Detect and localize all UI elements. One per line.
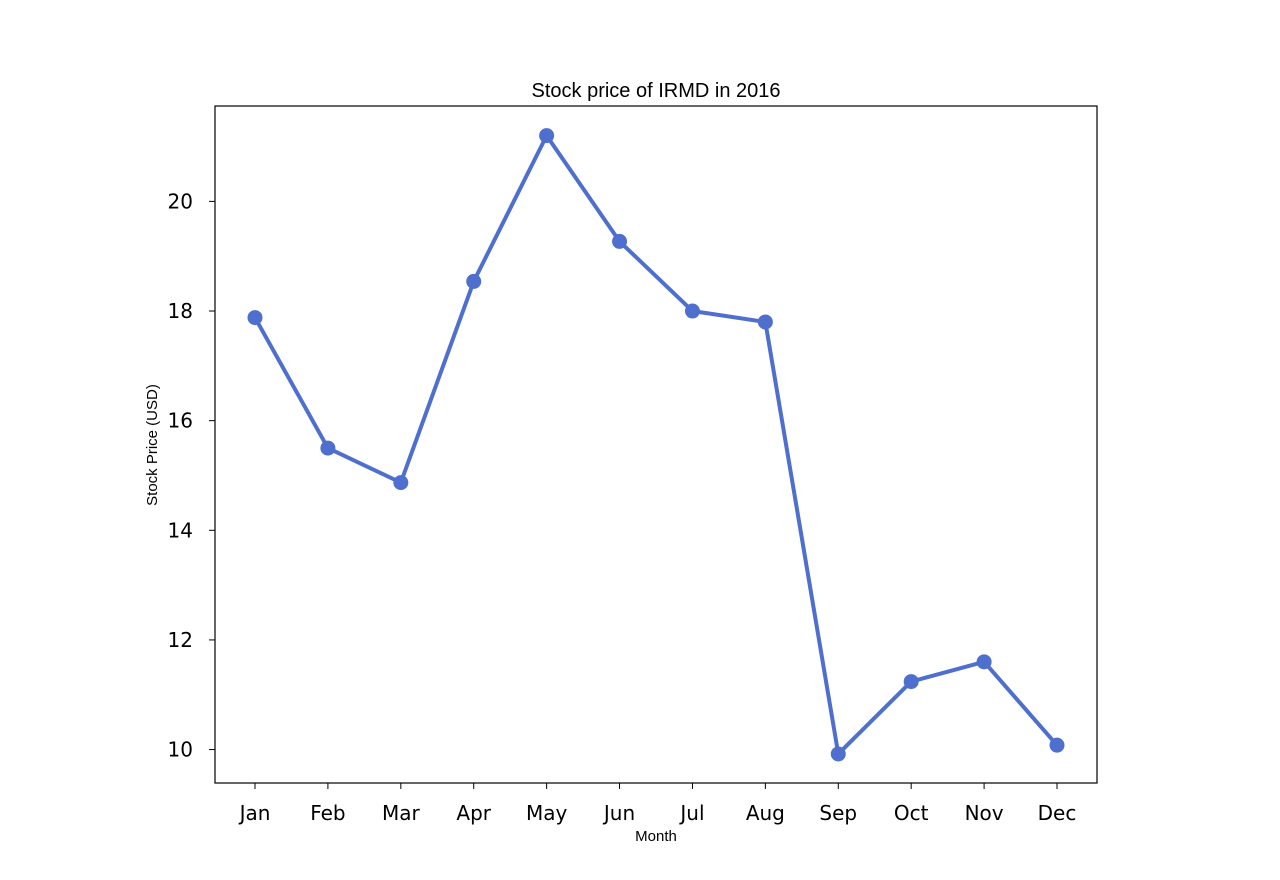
data-point	[976, 654, 992, 670]
y-tick-label: 10	[168, 738, 193, 762]
x-tick-label: Jun	[602, 801, 635, 825]
x-tick-label: Aug	[746, 801, 785, 825]
series-line	[253, 133, 1059, 756]
x-tick-label: May	[526, 801, 568, 825]
x-tick-label: Feb	[310, 801, 345, 825]
y-tick-label: 12	[168, 628, 193, 652]
data-point	[903, 674, 919, 690]
data-point	[612, 233, 628, 249]
chart-title: Stock price of IRMD in 2016	[532, 80, 781, 102]
data-point	[830, 746, 846, 762]
data-point	[1049, 737, 1065, 753]
x-tick-label: Nov	[965, 801, 1004, 825]
y-axis-label: Stock Price (USD)	[144, 384, 161, 506]
plot-area-frame	[214, 105, 1098, 784]
data-point	[684, 303, 700, 319]
y-tick-label: 16	[168, 409, 193, 433]
series-layer	[247, 128, 1065, 762]
x-tick-label: Mar	[382, 801, 421, 825]
x-tick-label: Sep	[819, 801, 857, 825]
data-point	[757, 314, 773, 330]
x-tick-label: Jan	[238, 801, 271, 825]
data-point	[247, 310, 263, 326]
data-point	[539, 128, 555, 144]
x-tick-label: Dec	[1038, 801, 1077, 825]
data-point	[320, 440, 336, 456]
data-point	[393, 475, 409, 491]
x-tick-label: Jul	[678, 801, 704, 825]
data-point	[466, 273, 482, 289]
x-tick-label: Oct	[894, 801, 929, 825]
y-tick-label: 20	[168, 189, 193, 213]
y-tick-label: 14	[168, 518, 193, 542]
y-axis-ticks: 10 12 14 16 18 20	[168, 189, 215, 762]
x-axis-label: Month	[635, 828, 677, 845]
x-tick-label: Apr	[456, 801, 491, 825]
y-tick-label: 18	[168, 299, 193, 323]
x-axis-ticks: Jan Feb Mar Apr May Jun Jul Aug Sep Oct Nov Dec	[238, 783, 1077, 825]
